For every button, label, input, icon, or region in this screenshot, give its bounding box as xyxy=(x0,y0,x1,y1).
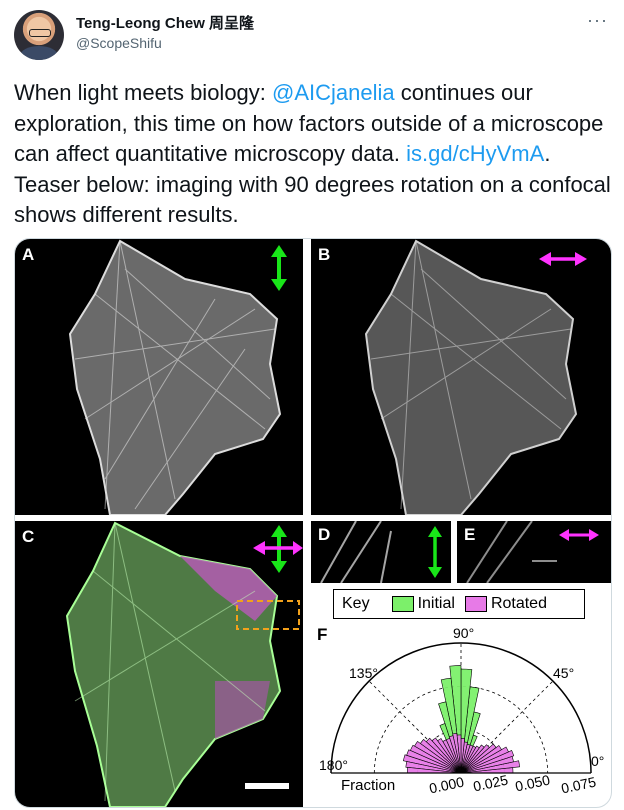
histogram-bar-rotated xyxy=(460,746,509,774)
mention-link[interactable]: @AICjanelia xyxy=(272,80,395,105)
tweet-text-segment: . Teaser below: imaging with 90 degrees … xyxy=(14,141,611,227)
polar-grid-arc xyxy=(330,642,592,774)
scale-bar xyxy=(245,783,289,789)
panel-a: A xyxy=(15,239,303,515)
more-options-icon[interactable]: ··· xyxy=(587,10,608,30)
tweet-text-segment: continues our exploration, this time on … xyxy=(14,80,604,166)
legend-swatch-initial xyxy=(391,596,414,612)
url-link[interactable]: is.gd/cHyVmA xyxy=(406,141,545,166)
cell-image-overlay-c xyxy=(65,521,300,807)
panel-e: E xyxy=(457,521,611,583)
panel-label-b: B xyxy=(318,245,331,264)
double-arrow-horizontal-icon xyxy=(539,252,587,266)
angle-label-0: 0° xyxy=(591,753,605,769)
histogram-bar-rotated xyxy=(460,745,502,774)
legend-title: Key xyxy=(342,595,370,612)
author-name[interactable]: Teng-Leong Chew 周呈隆 xyxy=(76,15,255,32)
panel-b: B xyxy=(311,239,611,515)
avatar-shirt xyxy=(20,46,58,60)
tweet-text-segment: When light meets biology: xyxy=(14,80,273,105)
panel-label-a: A xyxy=(22,245,35,264)
zoom-image-d xyxy=(320,521,442,583)
radial-axis-title: Fraction xyxy=(341,777,396,794)
roi-dashed-box xyxy=(236,600,300,630)
polar-grid-spoke xyxy=(368,680,462,774)
double-arrow-cross-icon xyxy=(253,525,303,573)
panel-label-e: E xyxy=(464,525,476,544)
legend-label-initial: Initial xyxy=(417,595,455,612)
panel-d: D xyxy=(311,521,451,583)
author-handle[interactable]: @ScopeShifu xyxy=(76,35,162,51)
legend-key: Key Initial Rotated xyxy=(333,589,585,619)
polar-histogram-chart xyxy=(330,642,592,774)
tweet-text: When light meets biology: @AICjanelia co… xyxy=(14,78,612,231)
tweet-image[interactable]: A B xyxy=(14,238,612,808)
zoom-image-e xyxy=(466,521,599,583)
histogram-bar-rotated xyxy=(402,754,462,774)
polar-grid-spoke xyxy=(460,680,554,774)
legend-swatch-rotated xyxy=(464,596,487,612)
cell-image-b xyxy=(364,239,578,515)
angle-label-180: 180° xyxy=(319,757,348,773)
legend-label-rotated: Rotated xyxy=(490,595,547,612)
angle-label-90: 90° xyxy=(453,625,475,641)
angle-label-135: 135° xyxy=(349,665,378,681)
author-avatar[interactable] xyxy=(14,10,64,60)
avatar-glasses xyxy=(29,29,51,37)
histogram-bar-rotated xyxy=(460,743,497,774)
cell-image-a xyxy=(68,239,282,515)
panel-label-f: F xyxy=(317,625,328,644)
panel-label-c: C xyxy=(22,527,35,546)
histogram-bar-rotated xyxy=(460,745,480,774)
panel-c: C xyxy=(15,521,303,807)
double-arrow-vertical-icon xyxy=(271,245,287,291)
histogram-bar-rotated xyxy=(460,744,490,774)
angle-label-45: 45° xyxy=(553,665,575,681)
histogram-bar-rotated xyxy=(460,744,485,774)
histogram-bar-rotated xyxy=(405,761,462,774)
panel-label-d: D xyxy=(318,525,331,544)
